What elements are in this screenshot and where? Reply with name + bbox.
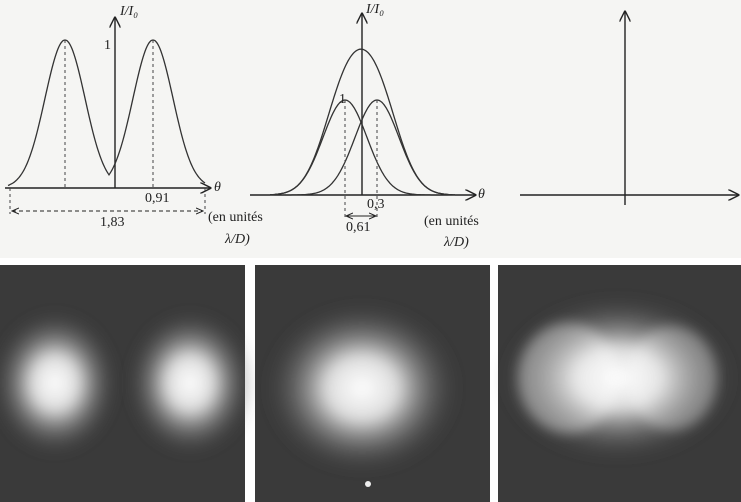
plot-two-peaks: I/I₀ 1 θ 0,91 1,83 (en unités λ/D) <box>5 4 263 247</box>
x-label: θ <box>478 187 485 202</box>
units: λ/D) <box>443 235 469 250</box>
y-label: I/I₀ <box>365 2 384 17</box>
peak-label: 1 <box>339 92 346 107</box>
empty-axes <box>520 12 738 205</box>
curve <box>7 39 206 187</box>
half-label: 0,3 <box>367 197 385 212</box>
image-unresolved <box>255 265 490 502</box>
units: (en unités <box>208 210 263 225</box>
image-limit <box>498 265 741 502</box>
peak-label: 1 <box>104 38 111 53</box>
x-label: θ <box>214 180 221 195</box>
image-resolved <box>0 265 255 502</box>
units: λ/D) <box>224 232 250 247</box>
separation-label: 1,83 <box>100 215 125 230</box>
separation-label: 0,61 <box>346 220 371 235</box>
plot-merged-peaks: I/I₀ 1 θ 0,3 0,61 (en unités λ/D) <box>250 2 485 250</box>
curve <box>270 48 455 196</box>
units: (en unités <box>424 214 479 229</box>
half-label: 0,91 <box>145 191 170 206</box>
y-label: I/I₀ <box>119 4 138 19</box>
